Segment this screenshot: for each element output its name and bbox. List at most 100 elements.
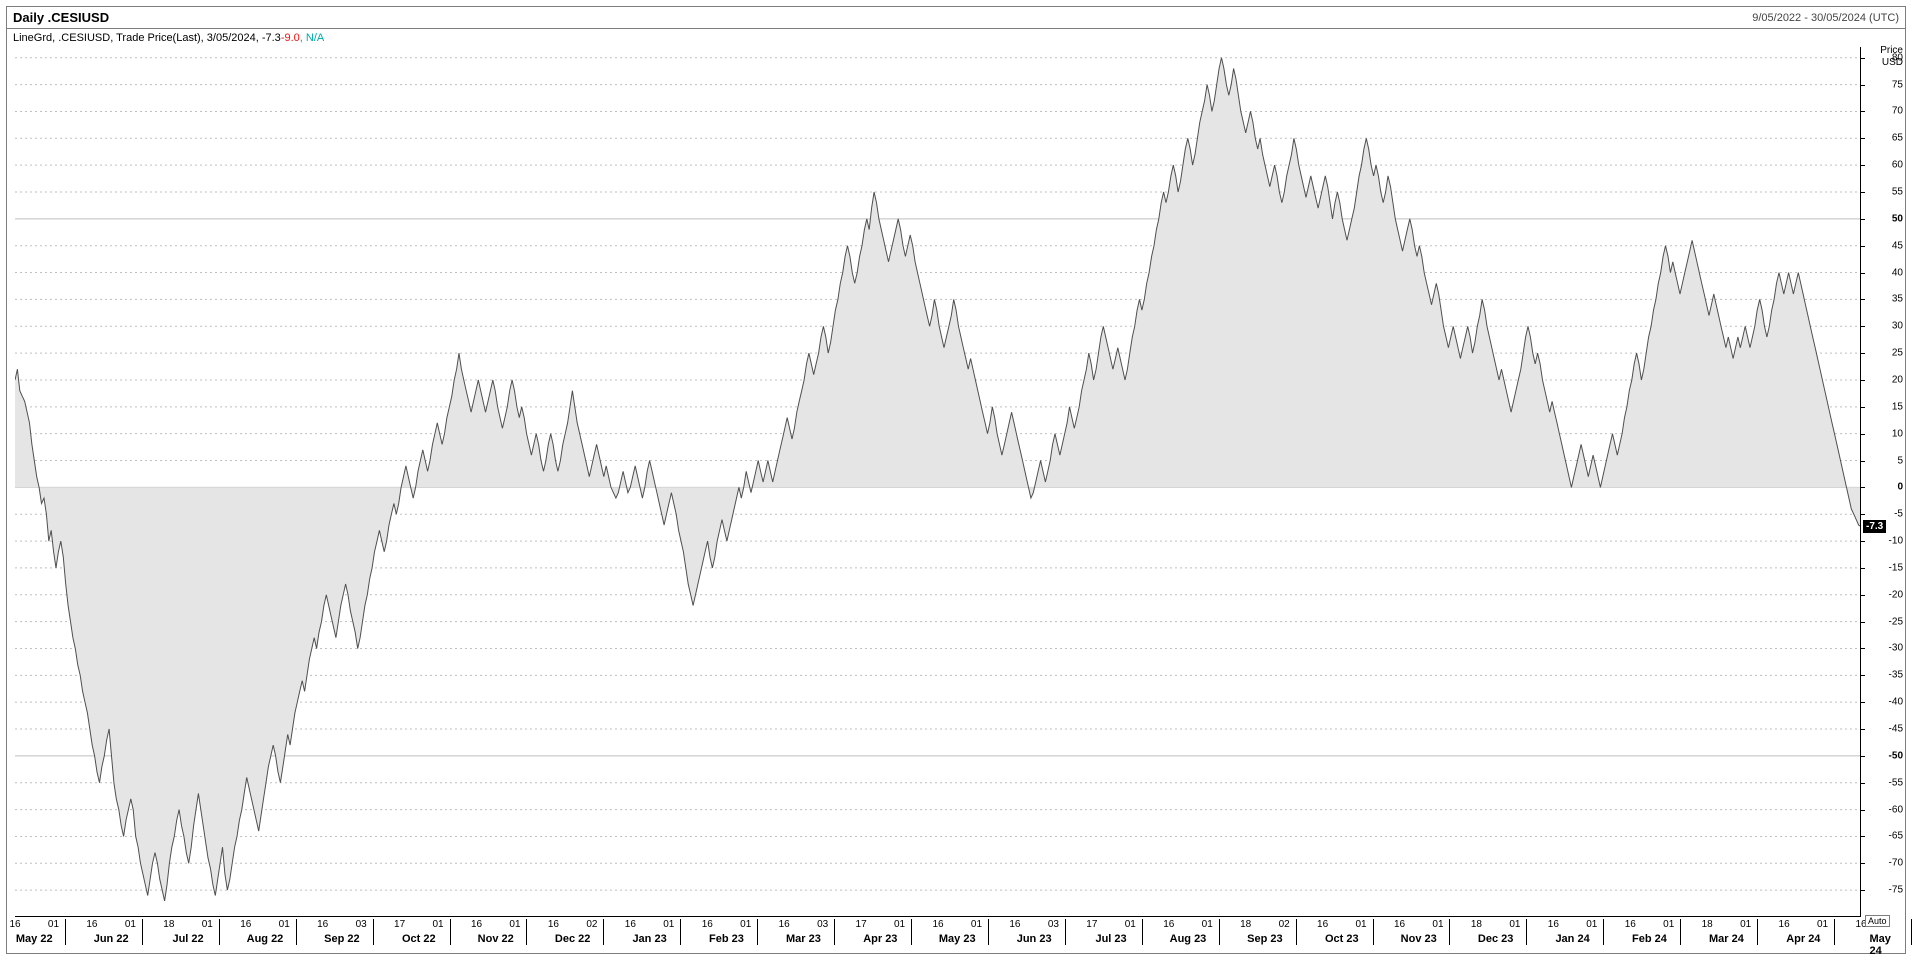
y-tick-label: -55 xyxy=(1889,777,1903,788)
y-tick-label: 5 xyxy=(1897,455,1903,466)
y-tick-label: -70 xyxy=(1889,858,1903,869)
y-tick-label: 0 xyxy=(1897,482,1903,493)
x-tick-minor: 01 xyxy=(1663,919,1674,930)
x-tick-minor: 01 xyxy=(432,919,443,930)
chart-plot xyxy=(15,47,1861,917)
chart-title: Daily .CESIUSD xyxy=(13,10,109,25)
y-tick-label: 80 xyxy=(1892,52,1903,63)
x-tick-minor: 16 xyxy=(1317,919,1328,930)
x-tick-minor: 01 xyxy=(1817,919,1828,930)
y-axis: Price USD 807570656055504540353025201510… xyxy=(1863,47,1903,917)
x-tick-minor: 16 xyxy=(1163,919,1174,930)
y-tick-label: -25 xyxy=(1889,616,1903,627)
y-tick-label: 15 xyxy=(1892,401,1903,412)
x-tick-minor: 02 xyxy=(586,919,597,930)
y-tick-label: 55 xyxy=(1892,187,1903,198)
x-tick-minor: 03 xyxy=(817,919,828,930)
info-value: -7.3 xyxy=(262,32,281,44)
x-tick-minor: 01 xyxy=(1202,919,1213,930)
y-tick-label: -10 xyxy=(1889,536,1903,547)
x-tick-minor: 16 xyxy=(86,919,97,930)
x-tick-minor: 16 xyxy=(702,919,713,930)
x-tick-minor: 01 xyxy=(1125,919,1136,930)
x-tick-minor: 16 xyxy=(317,919,328,930)
y-tick-label: -65 xyxy=(1889,831,1903,842)
x-tick-major: Aug 22 xyxy=(247,933,284,945)
x-tick-minor: 01 xyxy=(125,919,136,930)
x-tick-minor: 01 xyxy=(279,919,290,930)
y-tick-label: -5 xyxy=(1894,509,1903,520)
x-tick-minor: 01 xyxy=(202,919,213,930)
y-tick-label: 30 xyxy=(1892,321,1903,332)
x-tick-major: Oct 23 xyxy=(1325,933,1359,945)
x-tick-major: May 23 xyxy=(939,933,976,945)
x-tick-minor: 17 xyxy=(856,919,867,930)
x-tick-major: Aug 23 xyxy=(1170,933,1207,945)
x-tick-minor: 03 xyxy=(1048,919,1059,930)
x-axis: 16 01 16 01 18 01 16 01 16 03 17 01 16 01 16 02 16 01 16 01… xyxy=(15,919,1861,949)
x-tick-major: Oct 22 xyxy=(402,933,436,945)
y-tick-label: 40 xyxy=(1892,267,1903,278)
x-tick-minor: 16 xyxy=(9,919,20,930)
last-value-marker: -7.3 xyxy=(1863,520,1886,533)
y-tick-label: 75 xyxy=(1892,79,1903,90)
x-tick-minor: 01 xyxy=(1586,919,1597,930)
x-tick-major: Feb 24 xyxy=(1632,933,1667,945)
x-tick-major: Jun 23 xyxy=(1017,933,1052,945)
y-tick-label: 20 xyxy=(1892,374,1903,385)
y-tick-label: -30 xyxy=(1889,643,1903,654)
y-tick-label: 10 xyxy=(1892,428,1903,439)
x-tick-minor: 17 xyxy=(1086,919,1097,930)
x-tick-major: Sep 22 xyxy=(324,933,359,945)
x-tick-minor: 16 xyxy=(548,919,559,930)
x-tick-minor: 18 xyxy=(1471,919,1482,930)
y-tick-label: -35 xyxy=(1889,670,1903,681)
x-tick-minor: 16 xyxy=(779,919,790,930)
x-tick-minor: 02 xyxy=(1279,919,1290,930)
y-tick-label: 35 xyxy=(1892,294,1903,305)
x-tick-major: Jan 23 xyxy=(632,933,666,945)
auto-scale-indicator: Auto xyxy=(1865,915,1890,927)
x-tick-minor: 16 xyxy=(471,919,482,930)
y-tick-label: 45 xyxy=(1892,240,1903,251)
date-range: 9/05/2022 - 30/05/2024 (UTC) xyxy=(1752,12,1899,24)
x-tick-minor: 16 xyxy=(1625,919,1636,930)
x-tick-minor: 18 xyxy=(163,919,174,930)
x-tick-major: Nov 23 xyxy=(1401,933,1437,945)
x-tick-major: May 22 xyxy=(16,933,53,945)
x-tick-major: Apr 24 xyxy=(1786,933,1820,945)
x-tick-minor: 17 xyxy=(394,919,405,930)
x-tick-minor: 01 xyxy=(48,919,59,930)
x-tick-minor: 01 xyxy=(1509,919,1520,930)
x-tick-minor: 01 xyxy=(1432,919,1443,930)
x-tick-minor: 16 xyxy=(1394,919,1405,930)
x-tick-major: Dec 22 xyxy=(555,933,590,945)
y-tick-label: -20 xyxy=(1889,589,1903,600)
x-tick-minor: 01 xyxy=(663,919,674,930)
y-tick-label: -75 xyxy=(1889,885,1903,896)
x-tick-minor: 01 xyxy=(894,919,905,930)
x-tick-major: May 24 xyxy=(1870,933,1891,957)
x-tick-major: Jan 24 xyxy=(1555,933,1589,945)
y-tick-label: -50 xyxy=(1889,750,1903,761)
y-tick-label: 25 xyxy=(1892,348,1903,359)
x-tick-minor: 16 xyxy=(1779,919,1790,930)
x-tick-minor: 18 xyxy=(1702,919,1713,930)
x-tick-minor: 01 xyxy=(740,919,751,930)
x-tick-minor: 01 xyxy=(509,919,520,930)
info-na: , N/A xyxy=(300,32,324,44)
title-bar: Daily .CESIUSD 9/05/2022 - 30/05/2024 (U… xyxy=(7,7,1905,29)
info-line: LineGrd, .CESIUSD, Trade Price(Last), 3/… xyxy=(13,32,324,44)
x-tick-major: Jul 22 xyxy=(172,933,203,945)
y-tick-label: 65 xyxy=(1892,133,1903,144)
x-tick-minor: 16 xyxy=(240,919,251,930)
y-tick-label: -60 xyxy=(1889,804,1903,815)
x-tick-minor: 01 xyxy=(1355,919,1366,930)
chart-frame: Daily .CESIUSD 9/05/2022 - 30/05/2024 (U… xyxy=(6,6,1906,954)
y-tick-label: 70 xyxy=(1892,106,1903,117)
info-prefix: LineGrd, .CESIUSD, Trade Price(Last), 3/… xyxy=(13,32,262,44)
x-tick-major: Feb 23 xyxy=(709,933,744,945)
x-tick-major: Jul 23 xyxy=(1095,933,1126,945)
x-tick-minor: 01 xyxy=(971,919,982,930)
y-tick-label: -45 xyxy=(1889,724,1903,735)
